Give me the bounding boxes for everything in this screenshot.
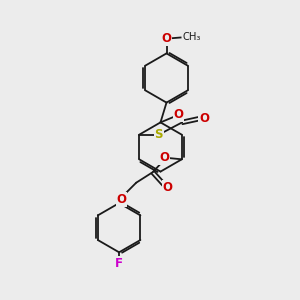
Text: CH₃: CH₃ — [183, 32, 201, 43]
Text: O: O — [199, 112, 209, 125]
Text: O: O — [159, 151, 169, 164]
Text: O: O — [116, 193, 127, 206]
Text: O: O — [173, 108, 184, 122]
Text: O: O — [161, 32, 172, 46]
Text: F: F — [115, 257, 123, 270]
Text: O: O — [163, 181, 173, 194]
Text: S: S — [154, 128, 163, 141]
